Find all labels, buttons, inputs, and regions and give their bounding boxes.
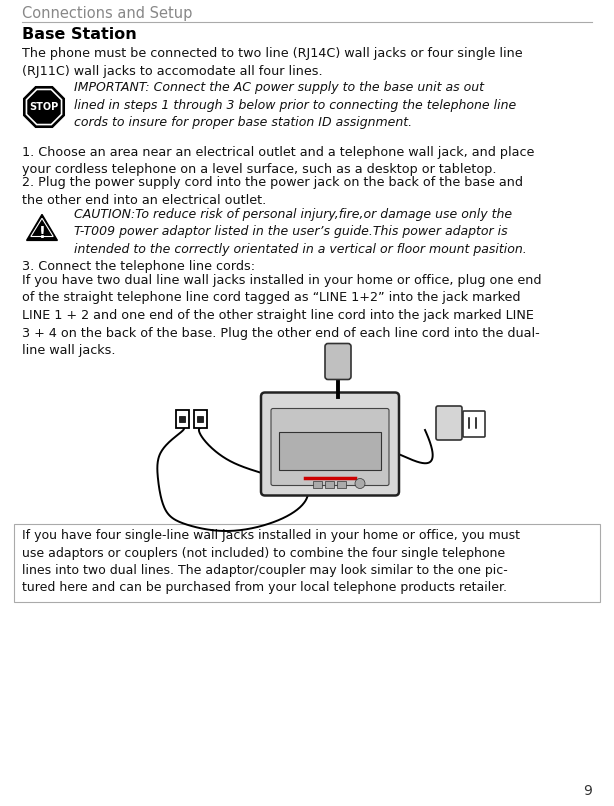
Text: CAUTION:To reduce risk of personal injury,fire,or damage use only the
T-T009 pow: CAUTION:To reduce risk of personal injur…	[74, 208, 527, 256]
FancyBboxPatch shape	[196, 416, 203, 422]
Circle shape	[355, 479, 365, 488]
Text: Connections and Setup: Connections and Setup	[22, 6, 192, 21]
FancyBboxPatch shape	[179, 416, 185, 422]
FancyBboxPatch shape	[325, 480, 334, 488]
FancyBboxPatch shape	[337, 480, 346, 488]
Text: If you have four single-line wall jacks installed in your home or office, you mu: If you have four single-line wall jacks …	[22, 529, 520, 595]
FancyBboxPatch shape	[436, 406, 462, 440]
Text: 2. Plug the power supply cord into the power jack on the back of the base and
th: 2. Plug the power supply cord into the p…	[22, 176, 523, 206]
Text: The phone must be connected to two line (RJ14C) wall jacks or four single line
(: The phone must be connected to two line …	[22, 47, 523, 77]
FancyBboxPatch shape	[313, 480, 322, 488]
FancyBboxPatch shape	[325, 343, 351, 380]
FancyBboxPatch shape	[176, 410, 188, 428]
Text: STOP: STOP	[29, 102, 58, 112]
Text: IMPORTANT: Connect the AC power supply to the base unit as out
lined in steps 1 : IMPORTANT: Connect the AC power supply t…	[74, 81, 516, 129]
Text: 3. Connect the telephone line cords:: 3. Connect the telephone line cords:	[22, 260, 255, 273]
Text: 9: 9	[583, 784, 592, 798]
Polygon shape	[24, 87, 64, 127]
FancyBboxPatch shape	[463, 411, 485, 437]
Polygon shape	[26, 214, 57, 240]
Text: !: !	[39, 226, 45, 242]
Text: 1. Choose an area near an electrical outlet and a telephone wall jack, and place: 1. Choose an area near an electrical out…	[22, 146, 534, 177]
Text: Base Station: Base Station	[22, 27, 137, 42]
FancyBboxPatch shape	[279, 431, 381, 470]
FancyBboxPatch shape	[193, 410, 206, 428]
FancyBboxPatch shape	[14, 524, 600, 602]
FancyBboxPatch shape	[271, 409, 389, 485]
FancyBboxPatch shape	[261, 393, 399, 496]
Text: If you have two dual line wall jacks installed in your home or office, plug one : If you have two dual line wall jacks ins…	[22, 274, 542, 357]
